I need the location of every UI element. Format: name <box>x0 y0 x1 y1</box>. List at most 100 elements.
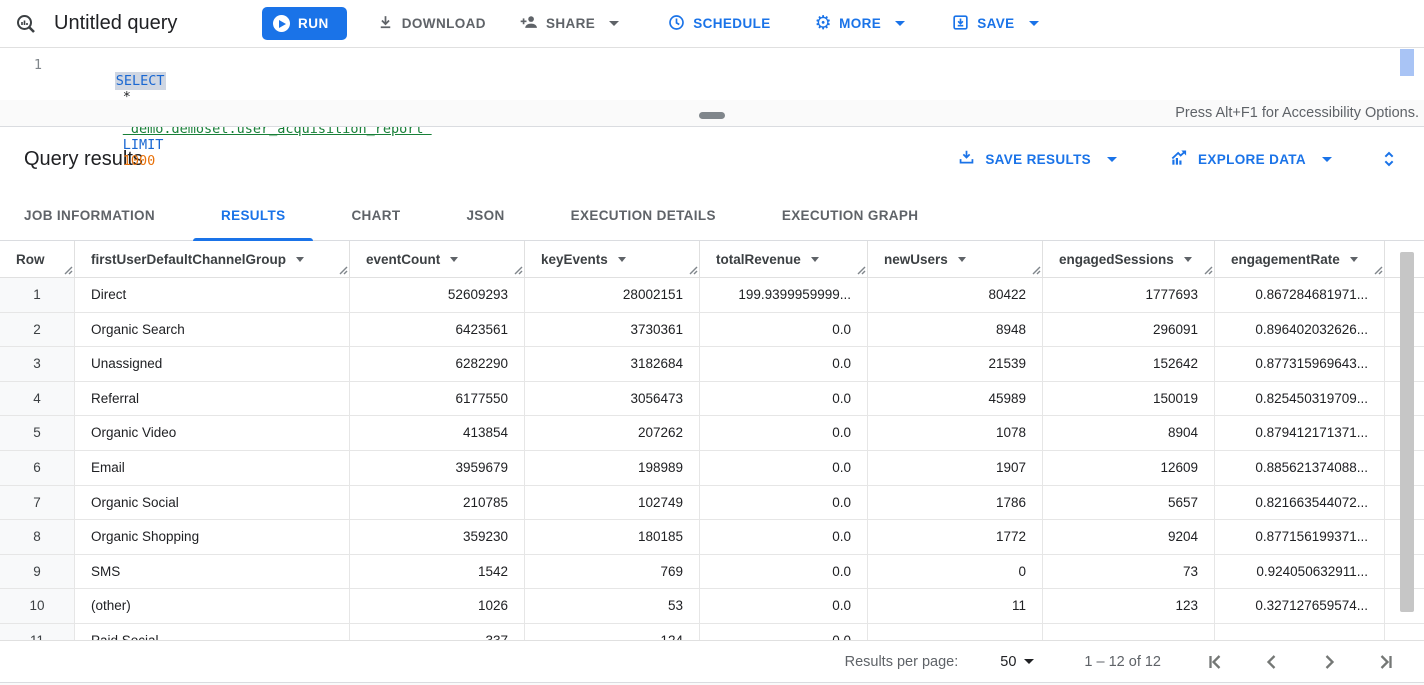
column-header-engagedSessions[interactable]: engagedSessions <box>1043 241 1215 277</box>
tab-json[interactable]: JSON <box>466 207 505 223</box>
share-label: SHARE <box>545 16 596 31</box>
schedule-button[interactable]: SCHEDULE <box>667 13 770 35</box>
column-header-firstUserDefaultChannelGroup[interactable]: firstUserDefaultChannelGroup <box>75 241 350 277</box>
run-button[interactable]: RUN <box>262 7 347 40</box>
table-cell <box>868 623 1043 640</box>
table-cell: 1772 <box>868 520 1043 554</box>
table-cell: 0.327127659574... <box>1215 589 1385 623</box>
more-button[interactable]: ⚙ MORE <box>815 14 906 33</box>
table-cell <box>1215 623 1385 640</box>
tab-execution-graph[interactable]: EXECUTION GRAPH <box>781 207 919 223</box>
table-cell: 102749 <box>525 485 700 520</box>
accessibility-hint: Press Alt+F1 for Accessibility Options. <box>1175 105 1419 121</box>
table-scrollbar[interactable] <box>1400 252 1414 612</box>
column-label: totalRevenue <box>716 251 801 267</box>
table-cell: (other) <box>75 589 350 623</box>
table-row: 2 Organic Search 6423561 3730361 0.0 8948 2960… <box>0 312 1424 348</box>
save-results-button[interactable]: SAVE RESULTS <box>957 148 1118 170</box>
column-resize-grip-icon[interactable] <box>64 266 73 275</box>
table-cell: 0 <box>868 554 1043 589</box>
table-cell: 150019 <box>1043 381 1215 416</box>
tab-chart[interactable]: CHART <box>351 207 401 223</box>
chart-icon <box>1169 148 1189 171</box>
chevron-down-icon <box>895 21 906 26</box>
table-row: 11Paid Social3371240.0 <box>0 623 1424 640</box>
save-results-label: SAVE RESULTS <box>985 151 1092 167</box>
column-menu-caret-icon[interactable] <box>810 256 819 262</box>
download-button[interactable]: DOWNLOAD <box>376 13 486 35</box>
tab-execution-details[interactable]: EXECUTION DETAILS <box>570 207 716 223</box>
save-icon <box>951 13 970 35</box>
column-menu-caret-icon[interactable] <box>450 256 459 262</box>
column-header-Row[interactable]: Row <box>0 241 75 277</box>
sql-code-line: SELECT * FROM `demo.demoset.user_acquisi… <box>46 48 432 169</box>
sql-editor[interactable]: 1 SELECT * FROM `demo.demoset.user_acqui… <box>0 48 1424 169</box>
table-cell: 6423561 <box>350 312 525 347</box>
column-resize-grip-icon[interactable] <box>514 266 523 275</box>
table-cell: 0.867284681971... <box>1215 278 1385 312</box>
last-page-button[interactable] <box>1374 650 1398 674</box>
table-row: 5 Organic Video 413854 207262 0.0 1078 8904 0.8… <box>0 416 1424 451</box>
table-cell: Unassigned <box>75 347 350 381</box>
column-header-keyEvents[interactable]: keyEvents <box>525 241 700 277</box>
results-table-head: Row firstUserDefaultChannelGroup eventCoun… <box>0 241 1424 278</box>
column-resize-grip-icon[interactable] <box>1032 266 1041 275</box>
table-cell: 45989 <box>868 381 1043 416</box>
table-cell: 28002151 <box>525 278 700 312</box>
table-cell: 0.896402032626... <box>1215 312 1385 347</box>
editor-scrollbar[interactable] <box>1400 49 1414 76</box>
table-cell: 180185 <box>525 520 700 554</box>
column-header-eventCount[interactable]: eventCount <box>350 241 525 277</box>
column-resize-grip-icon[interactable] <box>339 266 348 275</box>
results-table: Row firstUserDefaultChannelGroup eventCoun… <box>0 241 1424 640</box>
table-cell: 11 <box>868 589 1043 623</box>
first-page-button[interactable] <box>1203 650 1227 674</box>
table-row: 7 Organic Social 210785 102749 0.0 1786 5657 0.… <box>0 485 1424 521</box>
play-icon <box>273 15 290 32</box>
collapse-expand-button[interactable] <box>1378 148 1400 170</box>
splitter-handle[interactable] <box>699 112 725 119</box>
table-cell: 207262 <box>525 416 700 450</box>
column-label: Row <box>16 251 45 267</box>
explore-data-button[interactable]: EXPLORE DATA <box>1169 148 1332 171</box>
table-cell: 0.0 <box>700 554 868 589</box>
column-menu-caret-icon[interactable] <box>1349 256 1358 262</box>
column-menu-caret-icon[interactable] <box>1183 256 1192 262</box>
column-header-newUsers[interactable]: newUsers <box>868 241 1043 277</box>
results-table-body: 1 Direct 52609293 28002151 199.9399959999...… <box>0 278 1424 640</box>
table-cell: Referral <box>75 381 350 416</box>
column-menu-caret-icon[interactable] <box>957 256 966 262</box>
window-bottom-edge <box>0 682 1424 685</box>
table-cell: 296091 <box>1043 312 1215 347</box>
column-resize-grip-icon[interactable] <box>857 266 866 275</box>
table-cell: 8948 <box>868 312 1043 347</box>
chevron-down-icon <box>1107 156 1118 162</box>
column-resize-grip-icon[interactable] <box>1374 266 1383 275</box>
column-header-engagementRate[interactable]: engagementRate <box>1215 241 1385 277</box>
column-menu-caret-icon[interactable] <box>617 256 626 262</box>
page-size-select[interactable]: 50 <box>1000 654 1035 670</box>
row-number-cell: 6 <box>0 450 75 485</box>
more-label: MORE <box>839 16 882 31</box>
save-button[interactable]: SAVE <box>951 13 1039 35</box>
table-cell: 0.877315969643... <box>1215 347 1385 381</box>
person-add-icon <box>519 12 539 35</box>
tab-results[interactable]: RESULTS <box>193 191 314 241</box>
tab-job-information[interactable]: JOB INFORMATION <box>24 207 155 223</box>
share-button[interactable]: SHARE <box>519 12 620 35</box>
column-menu-caret-icon[interactable] <box>296 256 305 262</box>
column-resize-grip-icon[interactable] <box>689 266 698 275</box>
column-resize-grip-icon[interactable] <box>1204 266 1213 275</box>
query-toolbar: Untitled query RUN DOWNLOAD <box>0 0 1424 48</box>
pagination-footer: Results per page: 50 1 – 12 of 12 <box>0 640 1424 682</box>
query-results-title: Query results <box>24 147 143 170</box>
row-number-cell: 11 <box>0 623 75 640</box>
table-cell: Organic Video <box>75 416 350 450</box>
table-cell: 6282290 <box>350 347 525 381</box>
previous-page-button[interactable] <box>1260 650 1284 674</box>
table-cell: 3730361 <box>525 312 700 347</box>
next-page-button[interactable] <box>1317 650 1341 674</box>
column-header-totalRevenue[interactable]: totalRevenue <box>700 241 868 277</box>
run-label: RUN <box>298 16 329 31</box>
chevron-down-icon <box>609 21 620 26</box>
